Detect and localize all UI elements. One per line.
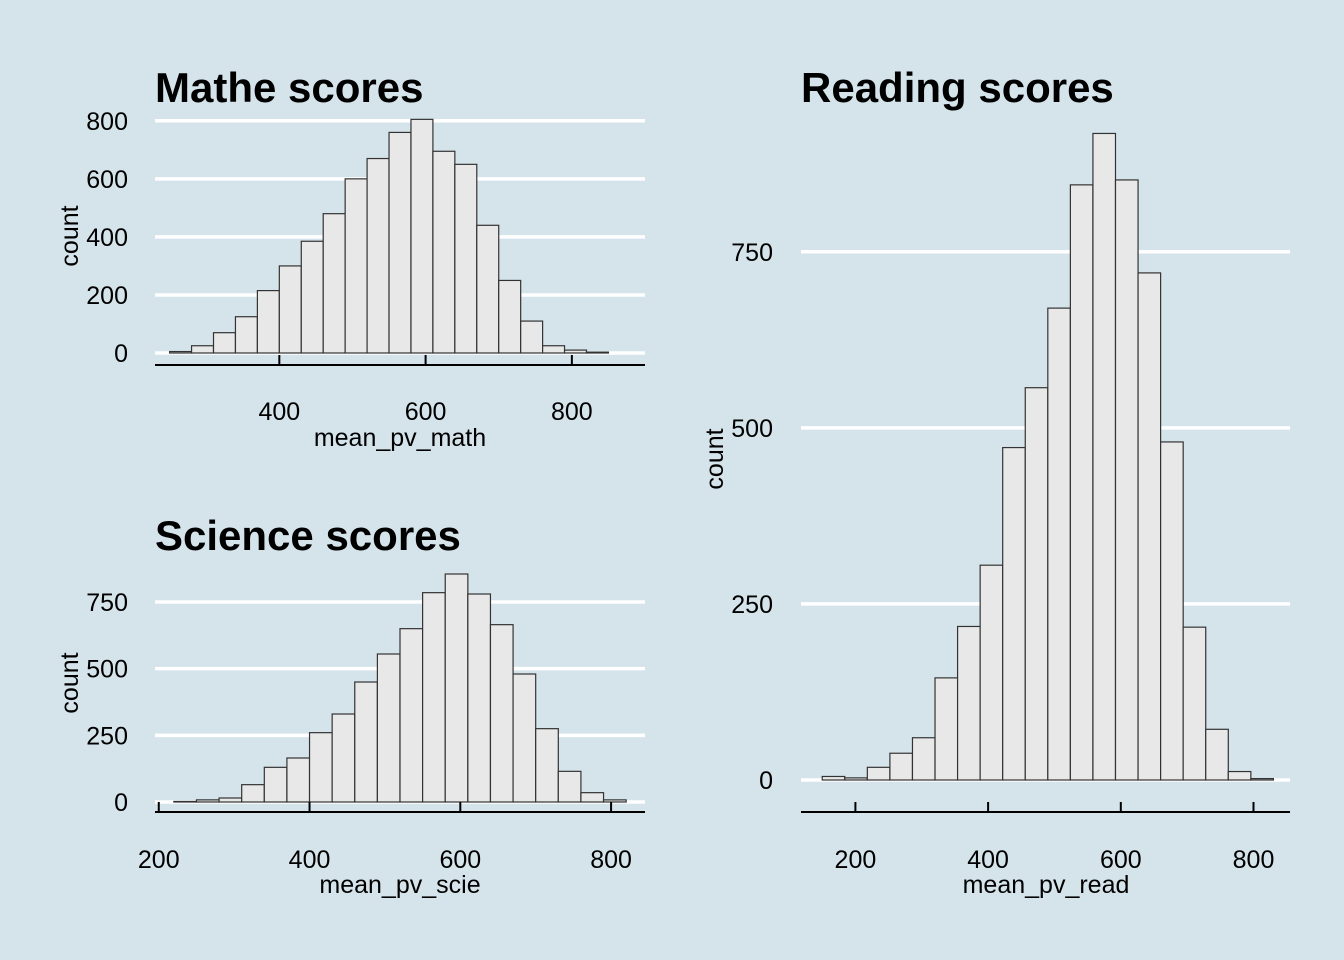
reading-chart-title: Reading scores	[801, 64, 1114, 111]
reading-histogram-panel: Reading scores mean_pv_read count 0 250 50…	[701, 64, 1290, 899]
math-histogram-bar	[366, 157, 390, 354]
reading-histogram-bar	[911, 737, 936, 781]
science-histogram-bar	[286, 757, 311, 803]
math-y-tick-label: 600	[86, 166, 128, 194]
science-y-tick-label: 250	[86, 722, 128, 750]
science-histogram-bar	[535, 728, 559, 803]
reading-y-tick-label: 250	[731, 591, 773, 619]
reading-x-axis-label: mean_pv_read	[963, 871, 1130, 899]
reading-histogram-bar	[956, 625, 981, 781]
math-x-tick-label: 600	[405, 398, 447, 426]
math-histogram-bar	[190, 345, 215, 354]
science-histogram-bar	[489, 624, 514, 803]
math-histogram-bar	[520, 320, 544, 354]
science-histogram-bar	[467, 593, 492, 803]
math-histogram-bar	[432, 150, 456, 354]
reading-histogram-bar	[889, 752, 914, 781]
math-histogram-bar	[563, 349, 588, 354]
reading-x-tick-label: 600	[1100, 846, 1142, 874]
math-x-tick-label: 400	[258, 398, 300, 426]
science-x-tick-label: 800	[590, 846, 632, 874]
science-x-tick-label: 600	[439, 846, 481, 874]
science-histogram-bar	[444, 573, 469, 803]
science-histogram-bar	[195, 799, 220, 803]
reading-y-tick-label: 750	[731, 239, 773, 267]
reading-histogram-bar	[1182, 626, 1207, 781]
science-histogram-panel: Science scores mean_pv_scie count 0 250 50…	[56, 512, 645, 899]
science-x-axis-label: mean_pv_scie	[319, 871, 480, 899]
science-histogram-bar	[331, 713, 356, 803]
math-histogram-panel: Mathe scores mean_pv_math count 0 200 400 6…	[56, 64, 645, 452]
reading-y-tick-label: 0	[759, 767, 773, 795]
reading-histogram-bar	[1069, 184, 1094, 781]
math-y-tick-label: 200	[86, 282, 128, 310]
reading-histogram-bar	[1137, 272, 1162, 781]
science-histogram-bar	[173, 800, 198, 803]
science-x-tick-label: 200	[138, 846, 180, 874]
math-histogram-bar	[344, 178, 368, 354]
science-histogram-bar	[218, 797, 243, 803]
math-histogram-bar	[542, 345, 566, 354]
math-y-tick-label: 400	[86, 224, 128, 252]
science-y-tick-label: 750	[86, 589, 128, 617]
science-histogram-bar	[602, 799, 627, 803]
science-histogram-bar	[354, 681, 378, 803]
science-histogram-bar	[557, 770, 582, 803]
math-histogram-bar	[169, 350, 193, 354]
reading-histogram-bar	[1002, 446, 1026, 781]
math-x-axis-label: mean_pv_math	[314, 424, 486, 452]
science-histogram-bar	[376, 653, 401, 803]
science-y-tick-label: 500	[86, 656, 128, 684]
reading-y-axis-label: count	[701, 428, 729, 489]
math-histogram-bar	[454, 163, 478, 354]
reading-x-tick-label: 400	[967, 846, 1009, 874]
math-y-tick-label: 0	[114, 340, 128, 368]
math-histogram-bar	[278, 265, 302, 354]
reading-histogram-bar	[979, 564, 1004, 781]
science-histogram-bar	[241, 784, 265, 803]
science-histogram-bar	[308, 732, 333, 803]
math-histogram-bar	[410, 118, 434, 354]
reading-histogram-bar	[866, 766, 891, 781]
math-histogram-bar	[234, 316, 258, 354]
reading-histogram-bar	[934, 677, 959, 781]
math-chart-title: Mathe scores	[155, 64, 423, 111]
science-y-axis-label: count	[56, 652, 84, 713]
math-histogram-bar	[322, 213, 346, 354]
reading-histogram-bar	[844, 777, 868, 781]
reading-histogram-bar	[1092, 132, 1117, 781]
science-histogram-bar	[580, 792, 605, 803]
science-histogram-bar	[399, 628, 424, 803]
reading-histogram-bar	[1250, 777, 1275, 781]
science-histogram-bar	[422, 592, 446, 803]
math-y-axis-label: count	[56, 205, 84, 266]
science-histogram-bar	[512, 673, 537, 803]
reading-x-tick-label: 800	[1233, 846, 1275, 874]
math-histogram-bar	[585, 351, 610, 354]
reading-histogram-bar	[1227, 770, 1252, 781]
math-histogram-bar	[388, 131, 412, 354]
math-histogram-bar	[476, 224, 500, 354]
reading-histogram-bar	[1114, 179, 1139, 781]
science-chart-title: Science scores	[155, 512, 461, 559]
reading-histogram-bar	[821, 775, 846, 781]
reading-histogram-bar	[1047, 307, 1071, 781]
reading-histogram-bar	[1205, 728, 1229, 781]
reading-histogram-bar	[1160, 441, 1184, 781]
math-x-tick-label: 800	[551, 398, 593, 426]
math-histogram-bar	[300, 240, 324, 354]
science-histogram-bar	[263, 766, 288, 803]
math-histogram-bar	[256, 289, 280, 354]
math-y-tick-label: 800	[86, 108, 128, 136]
reading-y-tick-label: 500	[731, 415, 773, 443]
math-histogram-bar	[212, 332, 237, 354]
reading-histogram-bar	[1024, 387, 1049, 781]
science-x-tick-label: 400	[289, 846, 331, 874]
reading-x-tick-label: 200	[835, 846, 877, 874]
science-y-tick-label: 0	[114, 789, 128, 817]
math-histogram-bar	[498, 279, 522, 354]
